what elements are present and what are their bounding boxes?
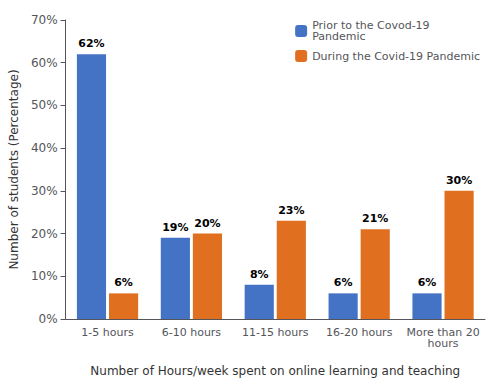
svg-text:11-15 hours: 11-15 hours [242, 326, 309, 339]
svg-text:6-10 hours: 6-10 hours [162, 326, 222, 339]
svg-text:6%: 6% [114, 276, 133, 289]
svg-text:62%: 62% [78, 37, 104, 50]
svg-text:23%: 23% [278, 204, 304, 217]
svg-text:30%: 30% [446, 174, 472, 187]
svg-text:0%: 0% [39, 312, 58, 326]
svg-text:Pandemic: Pandemic [312, 30, 365, 43]
svg-text:Prior to the Covod-19: Prior to the Covod-19 [312, 19, 430, 32]
svg-text:16-20 hours: 16-20 hours [326, 326, 393, 339]
svg-text:40%: 40% [31, 141, 58, 155]
svg-text:21%: 21% [362, 212, 388, 225]
svg-text:20%: 20% [31, 227, 58, 241]
svg-text:Number of students (Percentage: Number of students (Percentage) [7, 69, 21, 269]
svg-text:Number of Hours/week spent on: Number of Hours/week spent on online lea… [90, 364, 460, 378]
svg-text:19%: 19% [162, 221, 188, 234]
svg-text:10%: 10% [31, 269, 58, 283]
svg-text:6%: 6% [334, 276, 353, 289]
svg-text:8%: 8% [250, 268, 269, 281]
svg-text:70%: 70% [31, 13, 58, 27]
svg-text:hours: hours [428, 337, 459, 350]
svg-text:6%: 6% [418, 276, 437, 289]
svg-text:20%: 20% [194, 217, 220, 230]
svg-text:60%: 60% [31, 56, 58, 70]
svg-text:1-5 hours: 1-5 hours [81, 326, 134, 339]
svg-text:During the Covid-19 Pandemic: During the Covid-19 Pandemic [312, 50, 480, 63]
svg-text:30%: 30% [31, 184, 58, 198]
svg-text:More than 20: More than 20 [406, 326, 480, 339]
svg-text:50%: 50% [31, 98, 58, 112]
